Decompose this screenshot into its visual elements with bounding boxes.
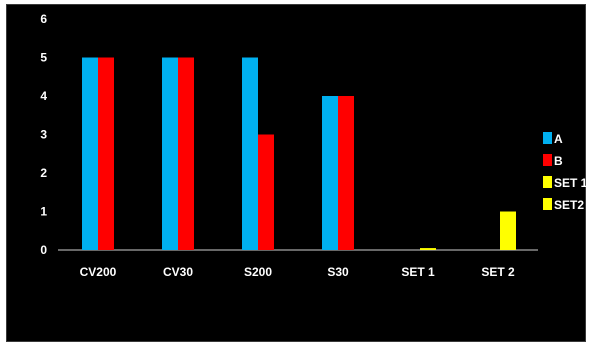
bar-a-s30	[322, 96, 338, 250]
bar-b-cv30	[178, 57, 194, 250]
bar-set-1-set-1	[420, 248, 436, 250]
legend-swatch	[543, 198, 552, 210]
x-tick-label: CV200	[80, 265, 117, 279]
y-tick-label: 3	[40, 128, 47, 142]
x-tick-labels: CV200 CV30 S200 S30 SET 1 SET 2	[80, 265, 515, 279]
x-tick-label: S30	[327, 265, 349, 279]
y-tick-label: 0	[40, 243, 47, 257]
bar-set2-set-2	[500, 211, 516, 250]
legend-label: B	[554, 154, 563, 168]
legend-swatch	[543, 132, 552, 144]
legend-swatch	[543, 176, 552, 188]
legend-swatch	[543, 154, 552, 166]
bar-a-cv200	[82, 57, 98, 250]
y-tick-label: 1	[40, 205, 47, 219]
bar-a-cv30	[162, 57, 178, 250]
legend-label: SET 1	[554, 176, 588, 190]
bar-b-cv200	[98, 57, 114, 250]
y-tick-label: 4	[40, 89, 47, 103]
y-tick-labels: 0 1 2 3 4 5 6	[40, 12, 47, 257]
bar-b-s200	[258, 134, 274, 250]
x-tick-label: S200	[244, 265, 272, 279]
x-tick-label: SET 1	[401, 265, 435, 279]
bar-b-s30	[338, 96, 354, 250]
y-tick-label: 5	[40, 51, 47, 65]
bars-layer	[82, 57, 516, 250]
x-tick-label: CV30	[163, 265, 193, 279]
y-tick-label: 2	[40, 166, 47, 180]
legend-label: A	[554, 132, 563, 146]
bar-a-s200	[242, 57, 258, 250]
legend-label: SET2	[554, 198, 584, 212]
legend: AB SET 1 SET2	[543, 132, 588, 212]
y-tick-label: 6	[40, 12, 47, 26]
x-tick-label: SET 2	[481, 265, 515, 279]
